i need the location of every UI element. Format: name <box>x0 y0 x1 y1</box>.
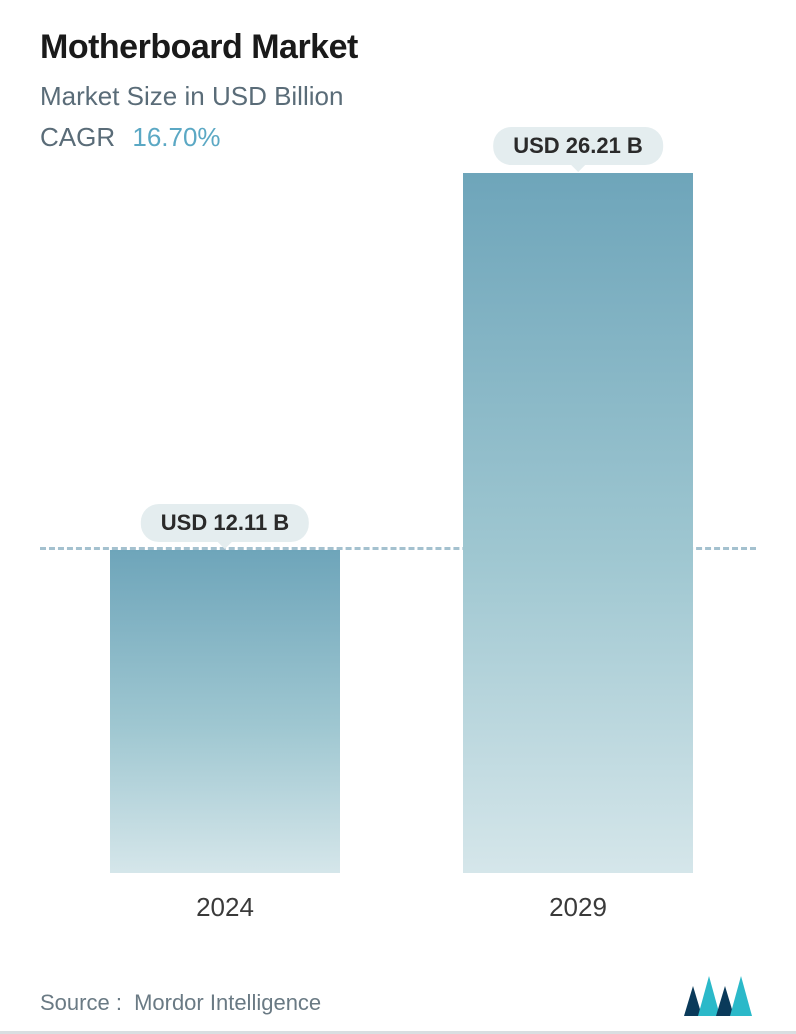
value-label-2024: USD 12.11 B <box>141 504 309 542</box>
chart-subtitle: Market Size in USD Billion <box>40 81 756 112</box>
chart-area: USD 12.11 B 2024 USD 26.21 B 2029 <box>40 173 756 1014</box>
chart-card: Motherboard Market Market Size in USD Bi… <box>0 0 796 1034</box>
bar-fill-2024 <box>110 550 340 873</box>
chart-title: Motherboard Market <box>40 28 756 67</box>
source-row: Source : Mordor Intelligence <box>40 990 321 1016</box>
source-name: Mordor Intelligence <box>134 990 321 1015</box>
plot-region: USD 12.11 B 2024 USD 26.21 B 2029 <box>40 173 756 873</box>
x-label-2029: 2029 <box>549 892 607 923</box>
mn-logo-icon <box>684 974 756 1016</box>
value-label-2029: USD 26.21 B <box>493 127 663 165</box>
footer: Source : Mordor Intelligence <box>40 974 756 1016</box>
bar-2029: USD 26.21 B 2029 <box>463 173 693 873</box>
x-label-2024: 2024 <box>196 892 254 923</box>
bar-fill-2029 <box>463 173 693 873</box>
cagr-label: CAGR <box>40 122 115 152</box>
bar-2024: USD 12.11 B 2024 <box>110 550 340 873</box>
cagr-value: 16.70% <box>132 122 220 152</box>
source-label: Source : <box>40 990 122 1015</box>
